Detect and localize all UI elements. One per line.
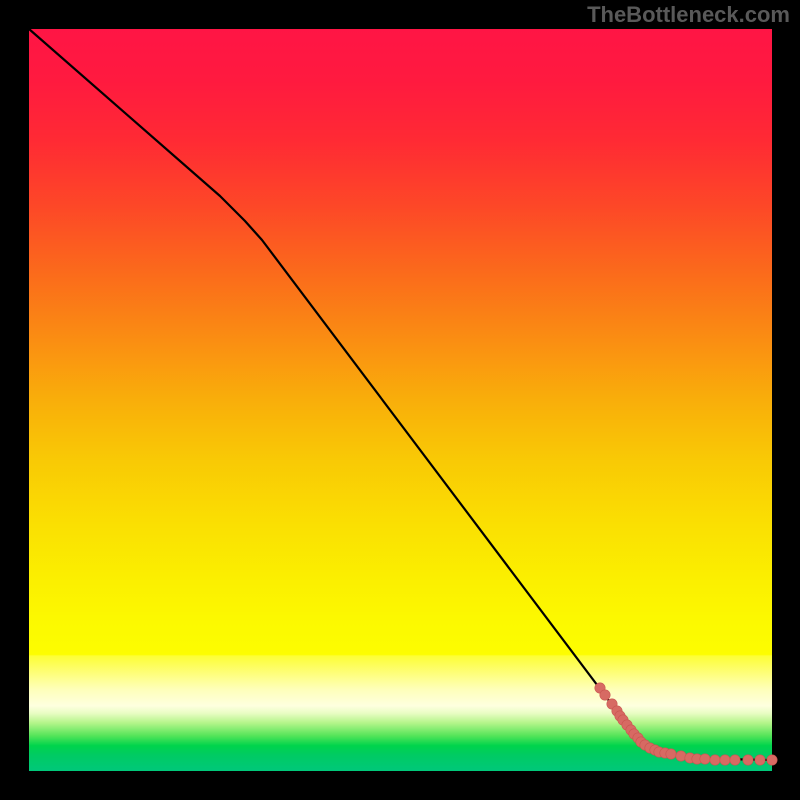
scatter-point — [730, 755, 740, 765]
scatter-point — [700, 754, 710, 764]
chart-svg: TheBottleneck.com — [0, 0, 800, 800]
scatter-point — [600, 690, 610, 700]
attribution-text: TheBottleneck.com — [587, 2, 790, 27]
scatter-point — [666, 749, 676, 759]
scatter-point — [676, 751, 686, 761]
scatter-point — [743, 755, 753, 765]
scatter-point — [720, 755, 730, 765]
plot-background-gradient — [29, 29, 772, 771]
scatter-point — [767, 755, 777, 765]
scatter-point — [710, 755, 720, 765]
chart-root: { "meta": { "width": 800, "height": 800,… — [0, 0, 800, 800]
scatter-point — [755, 755, 765, 765]
